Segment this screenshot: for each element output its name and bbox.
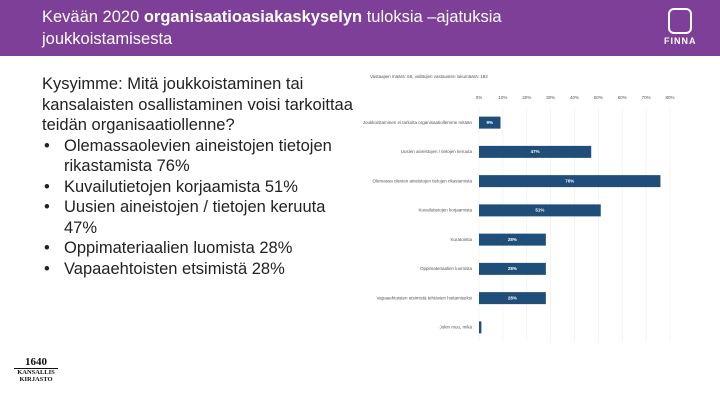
category-label: Joukkoistaminen ei tarkoita organisaatio…: [363, 120, 473, 125]
bullet: Kuvailutietojen korjaamista 51%: [44, 177, 360, 198]
value-label: 28%: [508, 266, 517, 271]
bullet: Olemassaolevien aineistojen tietojen rik…: [44, 136, 360, 177]
category-label: Kuratointia: [450, 237, 472, 242]
category-label: Vapaaehtoisten etsimistä tehtävien hoita…: [377, 295, 472, 300]
title: Kevään 2020 organisaatioasiakaskyselyn t…: [42, 6, 602, 50]
category-label: Uusien aineistojen / tietojen keruuta: [401, 149, 473, 154]
chart-subtitle: Vastaajien määrä: 68, valittujen vastaus…: [370, 74, 488, 79]
value-label: 76%: [565, 178, 574, 183]
logo-year: 1640: [14, 356, 58, 369]
bar: [479, 204, 601, 217]
x-tick-label: 20%: [522, 95, 531, 100]
x-tick-label: 80%: [665, 95, 674, 100]
title-text: tuloksia –ajatuksia joukkoistamisesta: [42, 8, 502, 48]
value-label: 9%: [486, 120, 493, 125]
bar: [479, 175, 661, 188]
bar: [479, 321, 482, 334]
x-tick-label: 60%: [618, 95, 627, 100]
bar: [479, 262, 546, 275]
title-bold: organisaatioasiakaskyselyn: [143, 8, 363, 26]
logo-line: KANSALLIS: [17, 369, 55, 376]
bar: [479, 292, 546, 305]
title-text: Kevään 2020: [42, 8, 144, 26]
category-label: Olemassa olevien aineistojen tietojen ri…: [372, 178, 472, 183]
question: Kysyimme: Mitä joukkoistaminen tai kansa…: [42, 75, 353, 134]
bullet: Uusien aineistojen / tietojen keruuta 47…: [44, 197, 360, 238]
footer-logo: 1640 KANSALLIS KIRJASTO: [14, 356, 58, 383]
category-label: Kuvailutietojen korjaamista: [418, 208, 472, 213]
body-text: Kysyimme: Mitä joukkoistaminen tai kansa…: [42, 74, 360, 279]
logo: FINNA: [664, 36, 697, 46]
value-label: 28%: [508, 237, 517, 242]
bullet-list: Olemassaolevien aineistojen tietojen rik…: [42, 136, 360, 280]
value-label: 51%: [535, 208, 544, 213]
logo-mark: [668, 8, 692, 34]
category-label: Oppimateriaalien luomista: [420, 266, 473, 271]
logo-line: KIRJASTO: [19, 376, 53, 383]
bar: [479, 116, 501, 129]
bullet: Vapaaehtoisten etsimistä 28%: [44, 259, 360, 280]
x-tick-label: 70%: [642, 95, 651, 100]
category-label: Jokin muu, mikä: [439, 325, 472, 330]
value-label: 47%: [531, 149, 540, 154]
x-tick-label: 10%: [498, 95, 507, 100]
bar: [479, 145, 592, 158]
x-tick-label: 50%: [594, 95, 603, 100]
x-tick-label: 0%: [476, 95, 483, 100]
value-label: 28%: [508, 295, 517, 300]
x-tick-label: 30%: [546, 95, 555, 100]
bar: [479, 233, 546, 246]
bullet: Oppimateriaalien luomista 28%: [44, 238, 360, 259]
x-tick-label: 40%: [570, 95, 579, 100]
header-bar: Kevään 2020 organisaatioasiakaskyselyn t…: [0, 0, 720, 56]
